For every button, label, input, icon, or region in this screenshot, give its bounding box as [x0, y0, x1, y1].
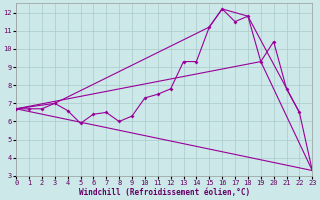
- X-axis label: Windchill (Refroidissement éolien,°C): Windchill (Refroidissement éolien,°C): [79, 188, 250, 197]
